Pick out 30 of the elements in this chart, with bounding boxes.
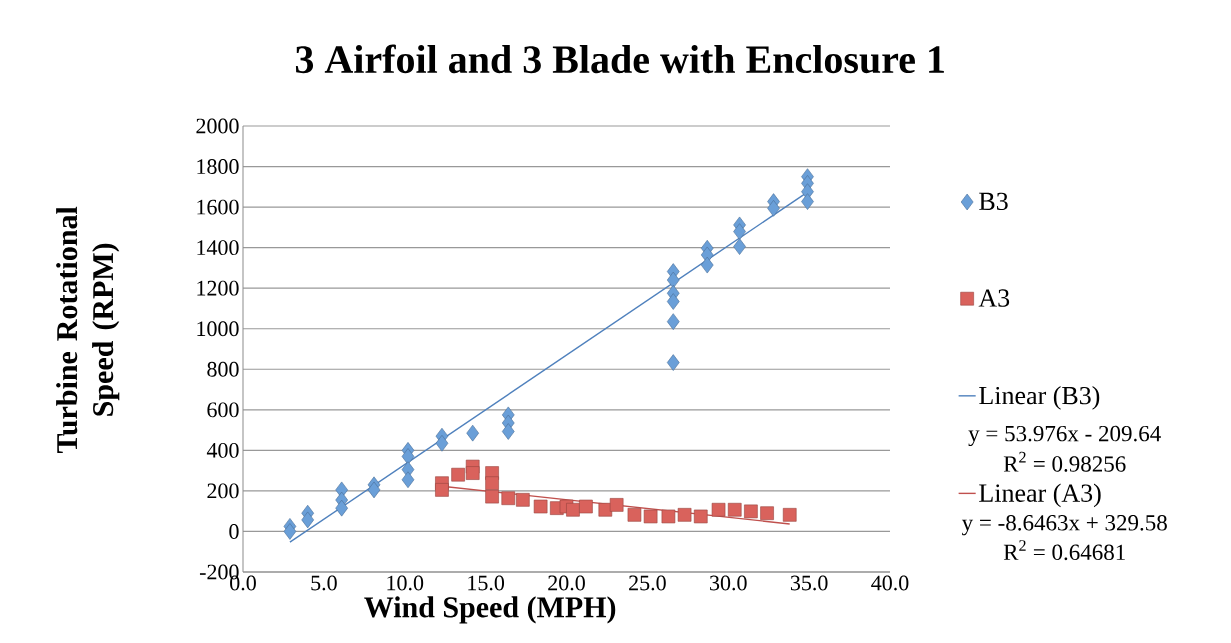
x-tick-label: 20.0 bbox=[548, 575, 585, 591]
text: y = -8.6463x + 329.58 bbox=[961, 515, 1167, 536]
chart-title: 3 Airfoil and 3 Blade with Enclosure 1 bbox=[295, 44, 944, 74]
x-tick-label: 15.0 bbox=[468, 575, 505, 591]
y-tick-label: 1000 bbox=[197, 321, 239, 337]
text: R$^{2}$ = 0.98256 bbox=[1003, 451, 1126, 472]
y-tick-label: 400 bbox=[206, 442, 239, 458]
text: y = 53.976x - 209.64 bbox=[968, 425, 1161, 447]
x-tick-label: 30.0 bbox=[710, 575, 747, 591]
y-tick-label: 800 bbox=[207, 361, 239, 377]
y-tick-label: 0 bbox=[229, 524, 239, 539]
y-tick-label: 1200 bbox=[197, 280, 239, 296]
y-tick-label: 1400 bbox=[197, 240, 239, 256]
legend-label: Linear (B3) bbox=[979, 386, 1100, 410]
y-tick-label: 1800 bbox=[197, 159, 239, 174]
legend-label: A3 bbox=[978, 289, 1010, 307]
y-tick-label: 2000 bbox=[196, 118, 239, 134]
y-axis-title: Turbine Rotational Speed (RPM) bbox=[56, 206, 120, 453]
x-tick-label: 35.0 bbox=[790, 575, 828, 591]
x-tick-label: 40.0 bbox=[871, 575, 909, 591]
y-tick-label: 1600 bbox=[197, 199, 239, 215]
x-tick-label: 10.0 bbox=[387, 575, 424, 591]
x-tick-label: 25.0 bbox=[629, 575, 666, 591]
x-axis-title: Wind Speed (MPH) bbox=[364, 596, 616, 624]
text: R$^{2}$ = 0.64681 bbox=[1003, 540, 1125, 561]
y-tick-label: 600 bbox=[207, 402, 239, 418]
legend-label: B3 bbox=[979, 192, 1008, 211]
x-tick-label: 5.0 bbox=[311, 575, 337, 591]
legend-label: Linear (A3) bbox=[979, 483, 1101, 508]
y-tick-label: 200 bbox=[207, 483, 239, 499]
